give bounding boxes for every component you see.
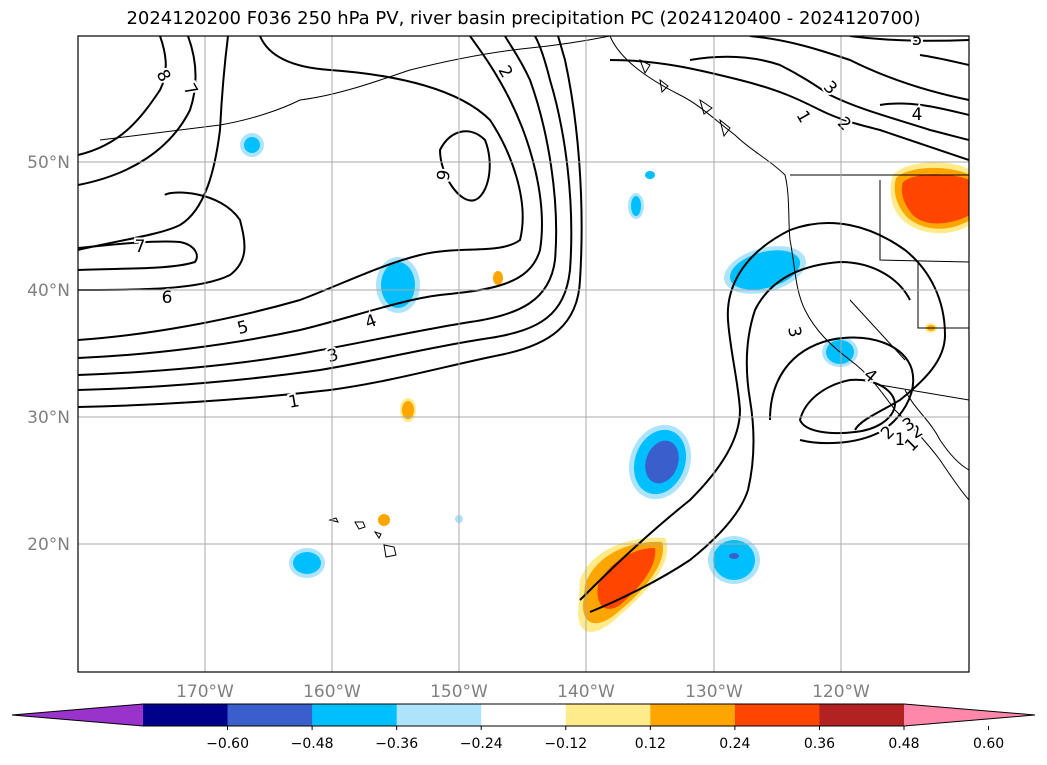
map-title: 2024120200 F036 250 hPa PV, river basin … xyxy=(126,8,921,29)
colorbar-segment xyxy=(819,704,905,726)
colorbar-segment xyxy=(734,704,820,726)
colorbar-segment xyxy=(227,704,313,726)
axes-frame xyxy=(77,35,970,673)
positive-anomaly-ne-inner xyxy=(901,174,969,224)
gridlines xyxy=(78,36,969,672)
lon-label-130w: 130°W xyxy=(685,682,743,702)
contour-label: 6 xyxy=(162,288,173,308)
colorbar-segment xyxy=(396,704,482,726)
lon-label-150w: 150°W xyxy=(430,682,488,702)
colorbar-tick-label: 0.48 xyxy=(888,736,919,752)
colorbar-tick-label: −0.12 xyxy=(544,736,587,752)
colorbar-extend-min xyxy=(12,704,143,726)
plot-area xyxy=(78,36,969,672)
colorbar-segment xyxy=(143,704,229,726)
colorbar-tick-label: −0.60 xyxy=(206,736,249,752)
lon-label-170w: 170°W xyxy=(176,682,234,702)
positive-anomaly-inner xyxy=(597,548,656,609)
longitude-labels: 170°W 160°W 150°W 140°W 130°W 120°W xyxy=(176,682,870,702)
positive-dot-3 xyxy=(493,271,503,285)
contour-label: 7 xyxy=(135,237,146,257)
colorbar-tick-label: 0.12 xyxy=(635,736,666,752)
lon-label-160w: 160°W xyxy=(303,682,361,702)
lon-label-140w: 140°W xyxy=(557,682,615,702)
colorbar-tick-label: 0.24 xyxy=(719,736,750,752)
lat-label-20n: 20°N xyxy=(27,535,70,555)
colorbar-tick-label: 0.60 xyxy=(973,736,1004,752)
colorbar-segment xyxy=(565,704,651,726)
colorbar: −0.60 −0.48 −0.36 −0.24 −0.12 0.12 0.24 0.36 0.4… xyxy=(11,703,1036,752)
positive-dot-2 xyxy=(378,514,390,526)
colorbar-tick-label: 0.36 xyxy=(804,736,835,752)
colorbar-extend-max xyxy=(904,704,1035,726)
lat-label-50n: 50°N xyxy=(27,153,70,173)
colorbar-tick-label: −0.24 xyxy=(460,736,503,752)
contour-label: 5 xyxy=(912,30,923,50)
lon-label-120w: 120°W xyxy=(812,682,870,702)
latitude-labels: 50°N 40°N 30°N 20°N xyxy=(27,153,70,555)
lat-label-40n: 40°N xyxy=(27,281,70,301)
lat-label-30n: 30°N xyxy=(27,408,70,428)
negative-anomaly-9 xyxy=(645,171,655,179)
colorbar-tick-label: −0.48 xyxy=(291,736,334,752)
colorbar-segment xyxy=(481,704,567,726)
colorbar-segment xyxy=(650,704,736,726)
colorbar-segment xyxy=(312,704,398,726)
contour-label: 4 xyxy=(912,105,923,125)
colorbar-tick-label: −0.36 xyxy=(375,736,418,752)
pv-contours xyxy=(78,36,969,613)
precip-pc-shading xyxy=(240,133,969,632)
contour-label: 1 xyxy=(895,430,906,450)
